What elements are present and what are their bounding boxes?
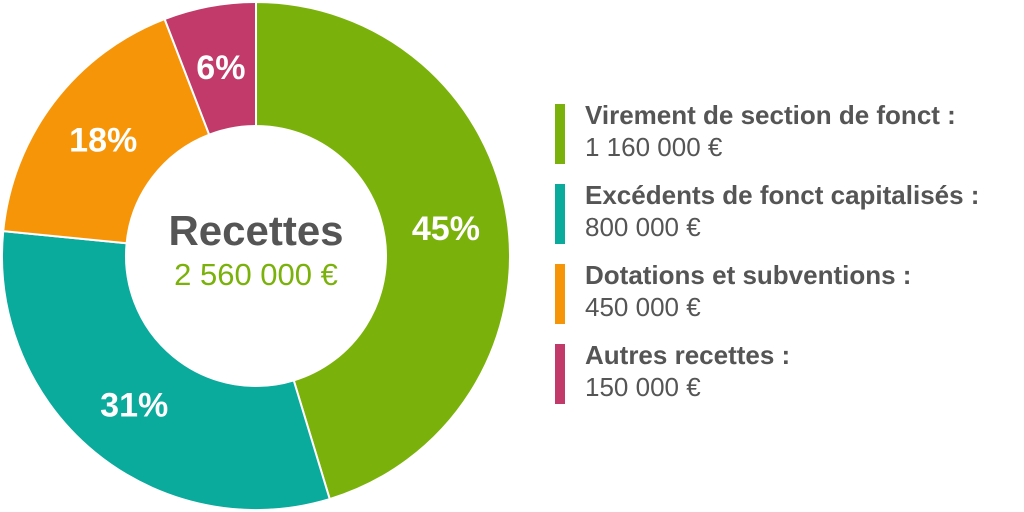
legend-label: Excédents de fonct capitalisés : [585,180,980,210]
legend-value: 1 160 000 € [585,132,723,162]
legend-swatch [555,344,565,404]
donut-slice-0 [255,0,511,501]
legend-value: 150 000 € [585,372,701,402]
legend-value: 800 000 € [585,212,701,242]
donut-slice-1 [1,230,331,511]
legend-item-virement: Virement de section de fonct : 1 160 000… [555,98,1020,178]
center-total: 2 560 000 € [174,257,338,292]
percent-labels: 45% 31% 18% 6% [69,49,480,424]
legend-swatch [555,264,565,324]
percent-label-3: 6% [196,49,245,87]
percent-label-1: 31% [100,386,168,424]
legend-item-dotations: Dotations et subventions : 450 000 € [555,258,1020,338]
legend-swatch [555,104,565,164]
chart-legend: Virement de section de fonct : 1 160 000… [555,98,1020,418]
donut-slice-3 [163,0,257,137]
percent-label-2: 18% [69,122,137,160]
legend-label: Autres recettes : [585,340,791,370]
legend-swatch [555,184,565,244]
legend-value: 450 000 € [585,292,701,322]
legend-item-excedents: Excédents de fonct capitalisés : 800 000… [555,178,1020,258]
legend-label: Virement de section de fonct : [585,100,956,130]
donut-chart: 45% 31% 18% 6% Recettes 2 560 000 € [1,0,511,511]
legend-item-autres: Autres recettes : 150 000 € [555,338,1020,418]
donut-slices [1,0,511,511]
percent-label-0: 45% [412,210,480,248]
legend-label: Dotations et subventions : [585,260,912,290]
donut-slice-2 [2,17,211,245]
center-title: Recettes [168,207,343,254]
